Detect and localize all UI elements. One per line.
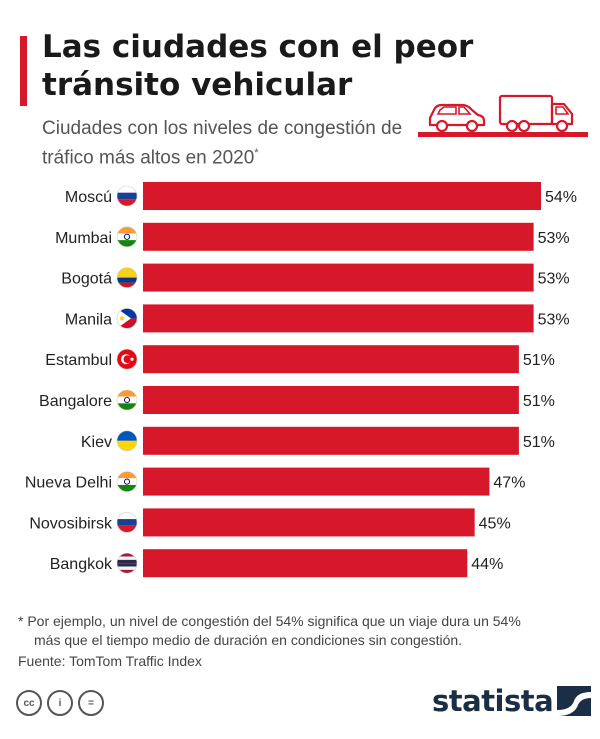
flag-turkey-icon [116,348,138,370]
bar-chart: Moscú 54% Mumbai 53% Bogotá 53% Manila 53% Estam… [25,182,577,578]
bar-5 [143,386,519,414]
footnote-line-1: * Por ejemplo, un nivel de congestión de… [18,613,521,629]
bar-6 [143,426,519,455]
chart-title: Las ciudades con el peor tránsito vehicu… [42,29,474,103]
car-truck-icon [418,94,588,137]
value-label: 53% [538,311,570,328]
category-label: Novosibirsk [29,515,113,532]
footnote-line-2: más que el tiempo medio de duración en c… [34,632,463,648]
flag-thailand-icon [116,552,138,574]
flag-india-icon [116,226,138,248]
statista-logo[interactable]: statista [432,684,592,718]
source-text: Fuente: TomTom Traffic Index [18,653,202,669]
bar-2 [143,263,534,292]
statista-logo-icon [557,686,592,716]
bar-9 [143,549,468,578]
flag-russia-icon [116,512,138,533]
bar-8 [143,508,475,537]
category-label: Kiev [81,434,112,451]
value-label: 51% [523,352,555,369]
category-label: Bangkok [50,556,113,573]
cc-icon[interactable]: cc [16,690,42,716]
chart-subtitle: Ciudades con los niveles de congestión d… [42,116,422,170]
category-label: Nueva Delhi [25,475,112,492]
category-label: Mumbai [55,230,112,247]
attribution-icon[interactable]: i [47,690,73,716]
category-label: Bangalore [39,393,112,410]
flag-ukraine-icon [116,430,138,452]
footnote: * Por ejemplo, un nivel de congestión de… [18,612,588,650]
subtitle-text: Ciudades con los niveles de congestión d… [42,118,403,169]
category-label: Manila [65,311,112,328]
bar-7 [143,467,490,496]
bar-1 [143,222,534,251]
value-label: 47% [493,475,525,492]
value-label: 53% [538,271,570,288]
license-icons: cc i = [16,690,104,716]
category-label: Moscú [65,189,112,206]
no-derivatives-icon[interactable]: = [78,690,104,716]
value-label: 45% [479,515,511,532]
flag-india-icon [116,389,138,411]
category-label: Bogotá [61,271,112,288]
title-accent-bar [20,36,27,106]
value-label: 51% [523,434,555,451]
flag-colombia-icon [116,267,138,288]
brand-name: statista [432,684,554,718]
value-label: 53% [538,230,570,247]
bar-4 [143,345,519,374]
value-label: 44% [471,556,503,573]
flag-india-icon [116,471,138,492]
flag-russia-icon [116,185,138,207]
category-label: Estambul [45,352,112,369]
value-label: 51% [523,393,555,410]
subtitle-footnote-mark: * [254,147,259,159]
bar-0 [143,182,541,210]
flag-philippines-icon [116,308,138,329]
value-label: 54% [545,189,577,206]
bar-3 [143,304,534,333]
